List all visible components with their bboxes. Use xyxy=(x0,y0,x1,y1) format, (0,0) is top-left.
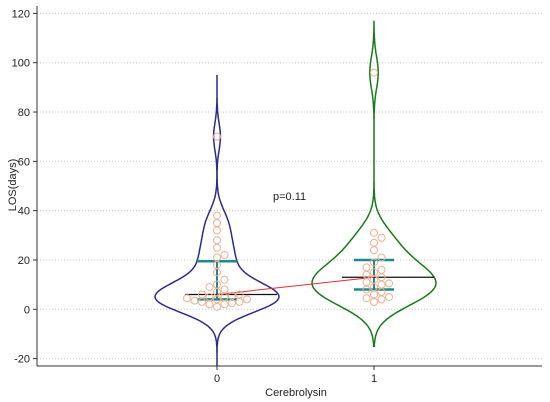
y-tick-label: 0 xyxy=(24,304,30,316)
data-point xyxy=(220,285,229,294)
data-point xyxy=(385,279,393,288)
data-point xyxy=(370,297,378,306)
data-point xyxy=(362,294,371,303)
violin-group-1 xyxy=(311,20,437,348)
x-tick-label: 0 xyxy=(214,373,220,385)
x-axis-title: Cerebrolysin xyxy=(265,387,327,399)
data-point xyxy=(243,295,251,304)
data-point xyxy=(183,294,191,303)
data-point xyxy=(377,280,386,289)
y-tick-label: 120 xyxy=(12,8,30,20)
data-point xyxy=(228,291,236,300)
data-point xyxy=(370,290,378,299)
data-point xyxy=(370,268,378,277)
y-tick-label: 60 xyxy=(18,156,30,168)
y-tick-label: 80 xyxy=(18,107,30,119)
data-point xyxy=(370,258,378,267)
data-point xyxy=(370,228,378,237)
y-tick-label: -20 xyxy=(14,354,30,366)
data-point xyxy=(235,297,244,306)
data-point xyxy=(220,251,229,260)
data-point xyxy=(205,292,214,301)
median-connector-line xyxy=(216,276,375,295)
p-value-annotation: p=0.11 xyxy=(273,191,306,203)
x-tick-label: 1 xyxy=(371,373,377,385)
median-connector-layer xyxy=(216,276,375,295)
data-point xyxy=(213,236,221,245)
y-tick-label: 20 xyxy=(18,255,30,267)
data-point xyxy=(377,233,386,242)
data-point xyxy=(198,290,206,299)
data-point xyxy=(213,211,221,220)
data-point xyxy=(205,300,214,309)
data-point xyxy=(377,295,386,304)
data-point xyxy=(362,263,371,272)
data-point xyxy=(220,275,229,284)
data-point xyxy=(370,246,378,255)
data-point xyxy=(377,253,386,262)
data-point xyxy=(220,300,229,309)
data-point xyxy=(370,68,378,77)
data-point xyxy=(213,243,221,252)
axes: -20 0 20 40 60 80 100 120 0 1 xyxy=(12,6,542,385)
data-point xyxy=(213,253,221,262)
data-point xyxy=(213,218,221,227)
data-point xyxy=(205,283,214,292)
data-point xyxy=(370,238,378,247)
data-point xyxy=(377,265,386,274)
violin-group-0 xyxy=(154,75,280,366)
data-point xyxy=(213,226,221,235)
data-point xyxy=(190,296,199,305)
y-tick-label: 100 xyxy=(12,58,30,70)
data-point xyxy=(235,290,244,299)
data-point xyxy=(213,280,221,289)
y-tick-label: 40 xyxy=(18,206,30,218)
data-point xyxy=(213,132,221,141)
data-point xyxy=(385,292,393,301)
y-axis-title: LOS(days) xyxy=(7,159,19,212)
grid-lines xyxy=(37,12,542,360)
data-point xyxy=(362,278,371,287)
data-points-layer xyxy=(183,68,393,311)
